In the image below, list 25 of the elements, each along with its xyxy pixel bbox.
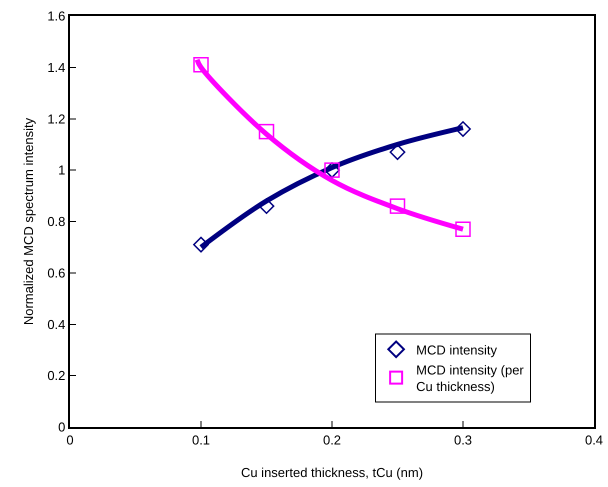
point [390, 144, 406, 160]
point [193, 236, 209, 253]
point [258, 198, 274, 214]
point [455, 221, 471, 237]
x-tick-label: 0.3 [454, 432, 472, 448]
y-tick-label: 0.2 [47, 368, 66, 384]
legend-label: MCD intensity [416, 342, 498, 358]
point [193, 57, 209, 73]
x-tick-label: 0.4 [584, 432, 604, 448]
y-axis-title: Normalized MCD spectrum intensity [21, 117, 36, 326]
y-tick-label: 0 [58, 420, 66, 435]
y-tick-label: 0.4 [47, 316, 66, 332]
y-tick-label: 1.4 [47, 60, 66, 75]
point [455, 121, 471, 137]
point [390, 198, 406, 214]
y-tick-label: 1 [58, 162, 66, 178]
y-tick-label: 1.6 [47, 8, 66, 24]
x-axis-title: Cu inserted thickness, tCu (nm) [240, 465, 424, 480]
point [258, 124, 274, 140]
y-tick-label: 1.2 [47, 111, 66, 126]
x-tick-label: 0.2 [322, 432, 342, 448]
legend-label: MCD intensity (per Cu thickness) [416, 362, 524, 394]
y-tick-label: 0.6 [47, 265, 66, 280]
y-tick-label: 0.8 [47, 214, 66, 230]
x-tick-label: 0.1 [192, 432, 210, 448]
